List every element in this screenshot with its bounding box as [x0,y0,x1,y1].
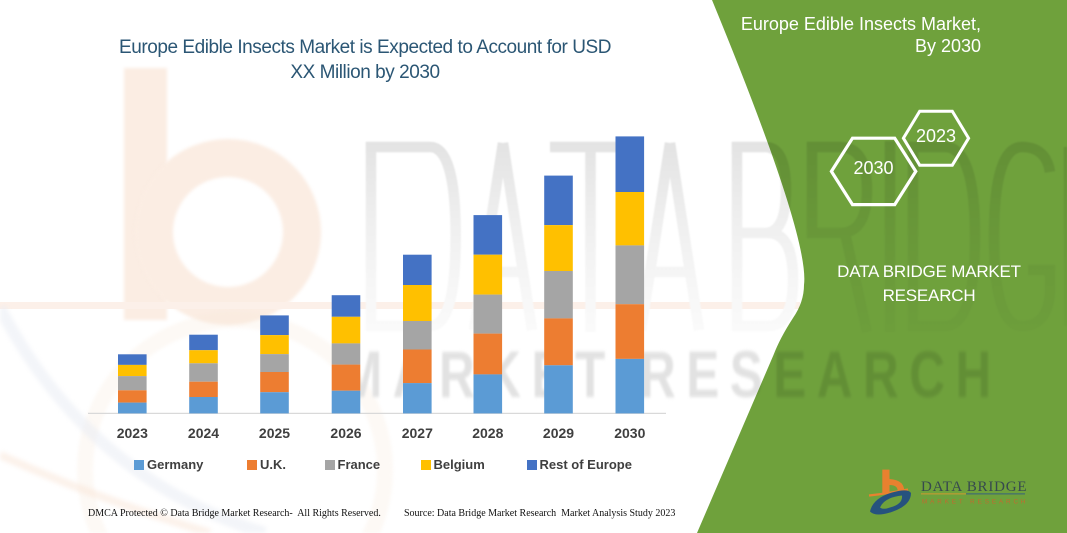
svg-text:MARKET RESEARCH: MARKET RESEARCH [922,499,1028,506]
svg-text:DATA BRIDGE: DATA BRIDGE [921,479,1027,495]
